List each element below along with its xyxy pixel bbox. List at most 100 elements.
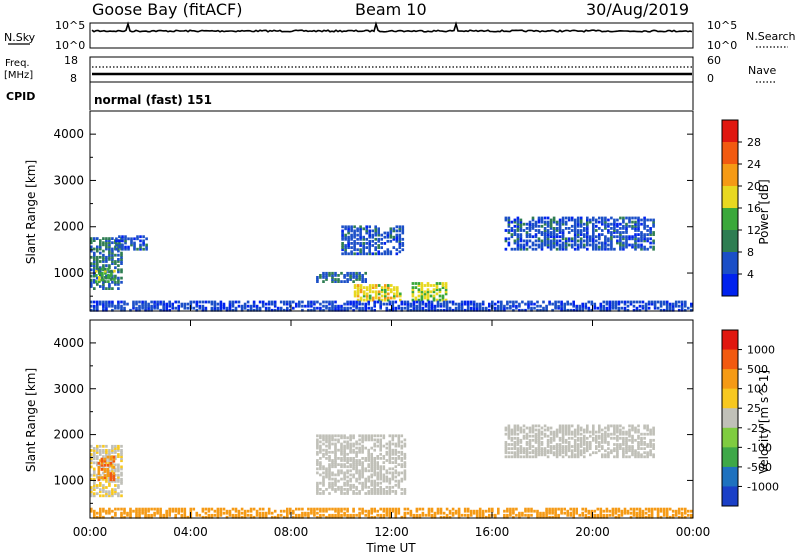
heatmap-cell (418, 304, 422, 308)
heatmap-cell (340, 308, 343, 312)
heatmap-cell (108, 285, 111, 288)
heatmap-cell (389, 233, 393, 237)
heatmap-cell (111, 251, 114, 255)
heatmap-cell (512, 300, 515, 304)
heatmap-cell (391, 302, 395, 306)
heatmap-cell (349, 306, 352, 310)
heatmap-cell (475, 308, 479, 312)
heatmap-cell (383, 242, 387, 245)
heatmap-cell (587, 306, 591, 310)
heatmap-cell (546, 243, 550, 247)
heatmap-cell (617, 509, 621, 513)
heatmap-cell (619, 430, 622, 434)
heatmap-cell (159, 513, 162, 517)
heatmap-cell (396, 290, 399, 294)
heatmap-cell (358, 471, 361, 475)
heatmap-cell (350, 229, 353, 233)
heatmap-cell (99, 509, 102, 513)
heatmap-cell (516, 245, 520, 249)
heatmap-cell (604, 218, 607, 222)
x-tick-label: 12:00 (374, 525, 409, 539)
heatmap-cell (595, 243, 598, 247)
colorbar-tick-label: -100 (747, 441, 772, 454)
heatmap-cell (412, 306, 416, 310)
heatmap-cell (325, 276, 328, 279)
heatmap-cell (385, 450, 389, 454)
heatmap-cell (400, 300, 404, 304)
heatmap-cell (614, 509, 618, 513)
heatmap-cell (394, 452, 398, 456)
heatmap-cell (104, 267, 107, 271)
heatmap-cell (120, 467, 123, 471)
heatmap-cell (506, 306, 509, 310)
heatmap-cell (111, 467, 114, 471)
heatmap-cell (417, 294, 421, 298)
heatmap-cell (531, 449, 535, 453)
heatmap-cell (153, 300, 156, 304)
heatmap-cell (469, 300, 473, 304)
heatmap-cell (587, 515, 591, 519)
nave-label: Nave (748, 64, 776, 77)
heatmap-cell (641, 304, 645, 308)
heatmap-cell (313, 513, 316, 517)
heatmap-cell (572, 515, 575, 519)
noise-trace (91, 21, 693, 33)
heatmap-cell (608, 308, 612, 312)
heatmap-cell (643, 455, 646, 459)
heatmap-cell (497, 300, 500, 304)
heatmap-cell (607, 243, 610, 247)
heatmap-cell (373, 515, 376, 519)
heatmap-cell (555, 227, 559, 230)
heatmap-cell (395, 237, 399, 241)
heatmap-cell (448, 300, 452, 304)
heatmap-cell (638, 308, 642, 312)
heatmap-cell (573, 434, 577, 438)
heatmap-cell (391, 436, 395, 440)
heatmap-cell (392, 237, 396, 241)
heatmap-cell (358, 446, 361, 450)
heatmap-cell (213, 300, 217, 304)
heatmap-cell (384, 284, 387, 287)
heatmap-cell (430, 304, 434, 308)
heatmap-cell (537, 220, 541, 224)
heatmap-cell (445, 513, 449, 517)
heatmap-cell (641, 511, 645, 515)
heatmap-cell (337, 448, 340, 452)
heatmap-cell (411, 298, 415, 302)
heatmap-cell (417, 284, 421, 287)
heatmap-cell (376, 492, 379, 495)
heatmap-cell (159, 302, 162, 306)
heatmap-cell (513, 241, 517, 245)
heatmap-cell (367, 457, 370, 460)
heatmap-cell (331, 271, 334, 275)
heatmap-cell (102, 266, 105, 270)
heatmap-cell (435, 292, 439, 296)
heatmap-cell (649, 227, 652, 230)
heatmap-cell (359, 290, 363, 294)
heatmap-cell (504, 449, 508, 453)
heatmap-cell (542, 306, 545, 310)
heatmap-cell (595, 434, 598, 438)
heatmap-cell (417, 282, 421, 285)
heatmap-cell (512, 515, 515, 519)
heatmap-cell (475, 511, 479, 515)
heatmap-cell (376, 463, 379, 466)
heatmap-cell (617, 306, 621, 310)
heatmap-cell (358, 459, 361, 462)
heatmap-cell (586, 430, 589, 434)
heatmap-cell (367, 459, 370, 462)
heatmap-cell (385, 459, 389, 462)
heatmap-cell (497, 308, 500, 312)
heatmap-cell (142, 243, 145, 247)
heatmap-cell (219, 507, 223, 511)
heatmap-cell (108, 245, 111, 249)
heatmap-cell (401, 231, 405, 235)
heatmap-cell (370, 479, 373, 483)
heatmap-cell (519, 441, 523, 444)
heatmap-cell (352, 436, 355, 440)
heatmap-cell (583, 455, 586, 459)
heatmap-cell (521, 308, 524, 312)
heatmap-cell (604, 220, 607, 224)
heatmap-cell (377, 284, 381, 287)
heatmap-cell (111, 444, 114, 448)
